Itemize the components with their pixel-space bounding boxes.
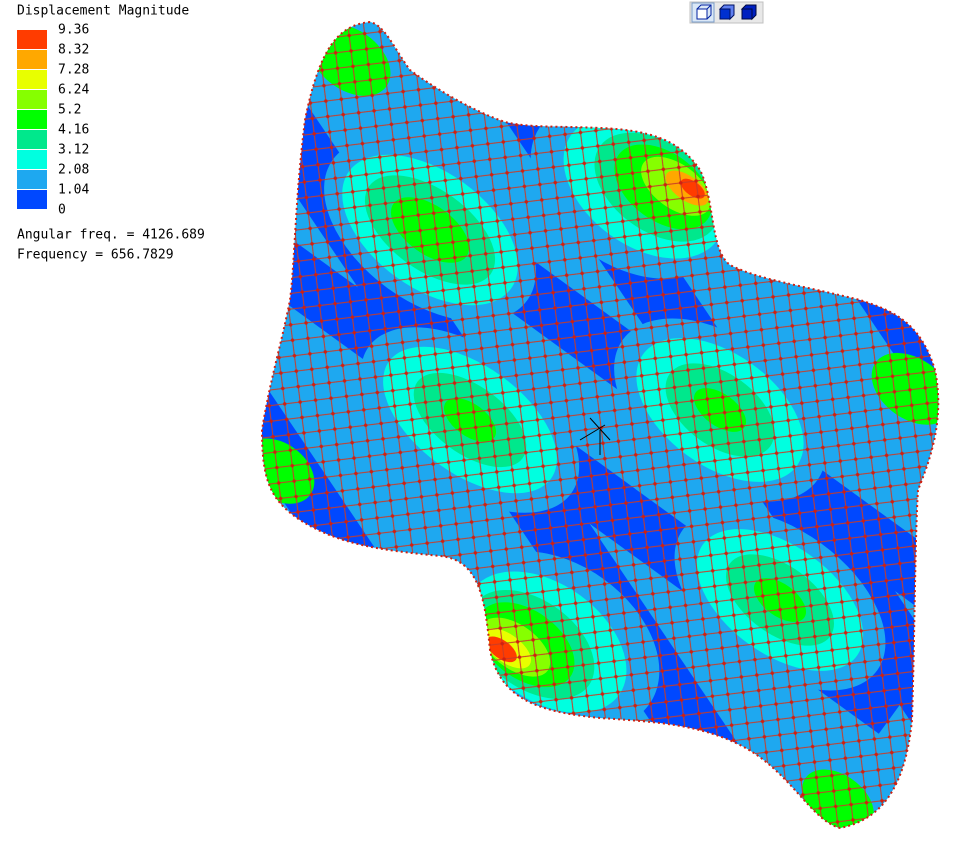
legend-swatch bbox=[17, 110, 47, 129]
axis-triad bbox=[579, 417, 611, 455]
legend-swatch bbox=[17, 190, 47, 209]
toolbar bbox=[689, 1, 764, 24]
legend-title: Displacement Magnitude bbox=[17, 4, 189, 19]
legend-swatch bbox=[17, 30, 47, 49]
legend-label: 7.28 bbox=[58, 63, 89, 78]
plate bbox=[262, 22, 939, 828]
frequency: Frequency = 656.7829 bbox=[17, 248, 174, 263]
legend-label: 4.16 bbox=[58, 123, 89, 138]
legend-label: 0 bbox=[58, 203, 66, 218]
legend-label: 2.08 bbox=[58, 163, 89, 178]
angular-frequency: Angular freq. = 4126.689 bbox=[17, 228, 205, 243]
legend-label: 1.04 bbox=[58, 183, 89, 198]
legend-label: 5.2 bbox=[58, 103, 81, 118]
legend-label: 8.32 bbox=[58, 43, 89, 58]
legend-swatch bbox=[17, 50, 47, 69]
legend-label: 9.36 bbox=[58, 23, 89, 38]
legend-label: 6.24 bbox=[58, 83, 89, 98]
view-wireframe-button[interactable] bbox=[691, 2, 715, 23]
plate-outline bbox=[260, 20, 940, 830]
view-shaded-button[interactable] bbox=[718, 4, 735, 21]
legend-swatch bbox=[17, 130, 47, 149]
legend-swatch bbox=[17, 150, 47, 169]
legend-swatch bbox=[17, 170, 47, 189]
legend: Displacement Magnitude 9.36 8.32 7.28 6.24 5… bbox=[17, 4, 189, 218]
legend-swatch bbox=[17, 90, 47, 109]
legend-label: 3.12 bbox=[58, 143, 89, 158]
view-solid-button[interactable] bbox=[740, 4, 757, 21]
legend-swatch bbox=[17, 70, 47, 89]
